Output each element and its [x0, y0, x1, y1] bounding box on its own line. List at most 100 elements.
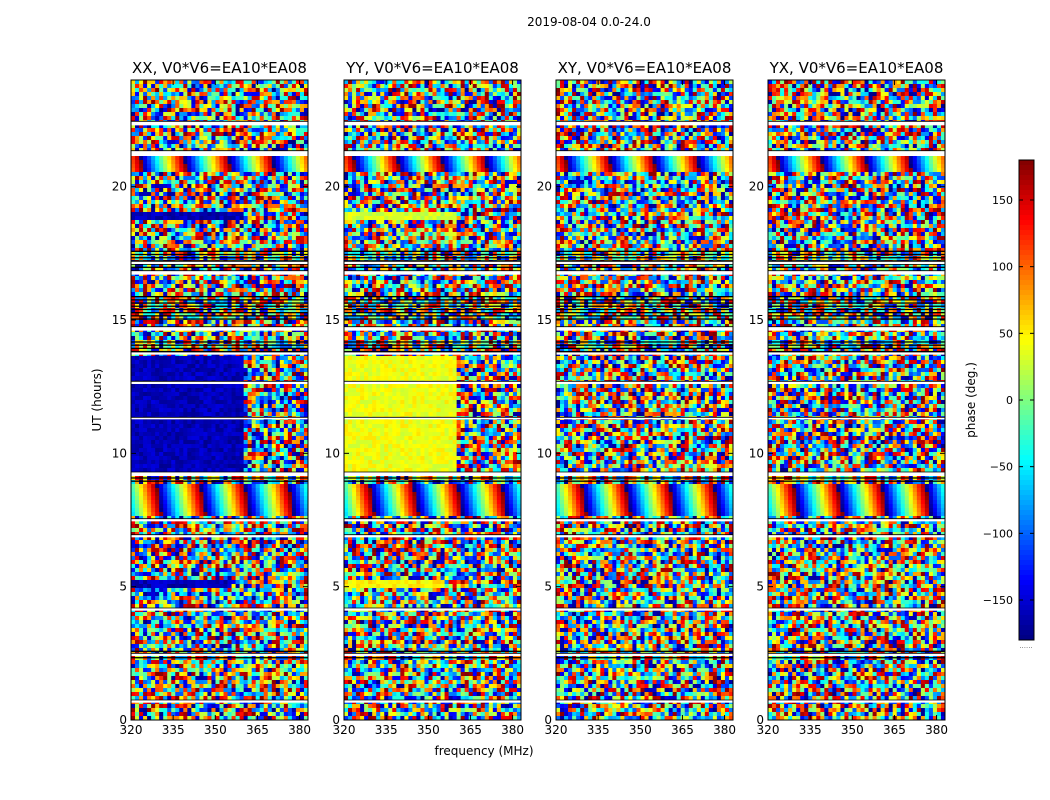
heatmap-cell: [284, 164, 288, 168]
heatmap-cell: [151, 92, 155, 96]
heatmap-cell: [203, 88, 207, 92]
heatmap-cell: [240, 164, 244, 168]
heatmap-cell: [260, 168, 264, 172]
heatmap-cell: [240, 136, 244, 140]
heatmap-cell: [280, 136, 284, 140]
heatmap-cell: [232, 100, 236, 104]
heatmap-cell: [264, 160, 268, 164]
heatmap-cell: [207, 168, 211, 172]
heatmap-cell: [284, 132, 288, 136]
heatmap-cell: [288, 128, 292, 132]
heatmap-cell: [163, 104, 167, 108]
heatmap-cell: [147, 160, 151, 164]
heatmap-cell: [167, 80, 171, 84]
heatmap-cell: [179, 144, 183, 148]
heatmap-cell: [268, 104, 272, 108]
heatmap-cell: [131, 100, 135, 104]
heatmap-cell: [300, 100, 304, 104]
heatmap-cell: [288, 136, 292, 140]
heatmap-cell: [159, 104, 163, 108]
heatmap-cell: [292, 104, 296, 108]
heatmap-cell: [236, 132, 240, 136]
heatmap-cell: [268, 136, 272, 140]
heatmap-cell: [163, 108, 167, 112]
heatmap-cell: [236, 104, 240, 108]
heatmap-cell: [159, 132, 163, 136]
heatmap-cell: [211, 144, 215, 148]
heatmap-cell: [207, 164, 211, 168]
heatmap-cell: [175, 164, 179, 168]
heatmap-cell: [260, 84, 264, 88]
heatmap-cell: [228, 108, 232, 112]
heatmap-cell: [296, 92, 300, 96]
heatmap-cell: [244, 108, 248, 112]
heatmap-cell: [252, 84, 256, 88]
heatmap-cell: [131, 132, 135, 136]
heatmap-cell: [139, 132, 143, 136]
heatmap-cell: [155, 104, 159, 108]
heatmap-cell: [300, 112, 304, 116]
heatmap-cell: [252, 168, 256, 172]
heatmap-cell: [228, 156, 232, 160]
heatmap-cell: [199, 100, 203, 104]
heatmap-cell: [280, 100, 284, 104]
heatmap-cell: [135, 104, 139, 108]
heatmap-cell: [292, 88, 296, 92]
heatmap-cell: [228, 128, 232, 132]
heatmap-cell: [268, 132, 272, 136]
heatmap-cell: [240, 88, 244, 92]
heatmap-cell: [248, 128, 252, 132]
heatmap-cell: [220, 88, 224, 92]
heatmap-cell: [199, 112, 203, 116]
heatmap-cell: [292, 116, 296, 120]
heatmap-cell: [300, 156, 304, 160]
heatmap-cell: [292, 132, 296, 136]
heatmap-cell: [256, 168, 260, 172]
heatmap-cell: [167, 112, 171, 116]
heatmap-cell: [135, 108, 139, 112]
heatmap-cell: [187, 100, 191, 104]
heatmap-cell: [159, 92, 163, 96]
heatmap-cell: [171, 108, 175, 112]
heatmap-cell: [232, 140, 236, 144]
heatmap-cell: [232, 108, 236, 112]
heatmap-cell: [207, 108, 211, 112]
heatmap-cell: [191, 108, 195, 112]
heatmap-cell: [183, 104, 187, 108]
heatmap-cell: [203, 140, 207, 144]
heatmap-cell: [284, 112, 288, 116]
heatmap-cell: [228, 112, 232, 116]
heatmap-cell: [211, 100, 215, 104]
heatmap-cell: [199, 104, 203, 108]
heatmap-cell: [244, 88, 248, 92]
heatmap-cell: [183, 140, 187, 144]
heatmap-cell: [280, 112, 284, 116]
heatmap-cell: [272, 92, 276, 96]
heatmap-cell: [155, 132, 159, 136]
heatmap-cell: [139, 116, 143, 120]
heatmap-cell: [224, 128, 228, 132]
heatmap-cell: [292, 100, 296, 104]
heatmap-cell: [147, 144, 151, 148]
heatmap-cell: [276, 104, 280, 108]
heatmap-cell: [147, 140, 151, 144]
heatmap-cell: [135, 112, 139, 116]
phase-waterfall-figure: 2019-08-04 0.0-24.0 XX, V0*V6=EA10*EA083…: [0, 0, 1050, 800]
heatmap-cell: [215, 140, 219, 144]
heatmap-cell: [284, 92, 288, 96]
heatmap-cell: [151, 104, 155, 108]
heatmap-cell: [187, 108, 191, 112]
heatmap-cell: [167, 84, 171, 88]
heatmap-cell: [159, 128, 163, 132]
heatmap-cell: [131, 160, 135, 164]
heatmap-cell: [203, 80, 207, 84]
heatmap-cell: [264, 116, 268, 120]
heatmap-cell: [139, 108, 143, 112]
heatmap-cell: [276, 140, 280, 144]
heatmap-cell: [288, 92, 292, 96]
heatmap-cell: [175, 144, 179, 148]
heatmap-cell: [167, 140, 171, 144]
heatmap-cell: [232, 128, 236, 132]
heatmap-cell: [143, 80, 147, 84]
heatmap-cell: [207, 116, 211, 120]
